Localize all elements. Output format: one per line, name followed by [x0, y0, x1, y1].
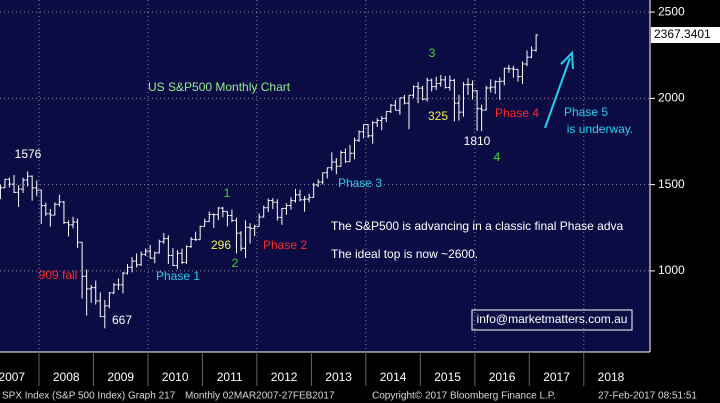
- annotation: is underway.: [567, 122, 633, 136]
- x-tick-label: 2010: [162, 370, 189, 384]
- status-bar: [0, 388, 720, 403]
- y-tick-label: 1000: [658, 263, 685, 277]
- x-tick-label: 2007: [0, 370, 25, 384]
- annotation: 667: [112, 313, 132, 327]
- annotation: Phase 3: [338, 176, 382, 190]
- website: info@marketmatters.com.au: [477, 312, 628, 326]
- plot-area: [0, 0, 650, 352]
- x-tick-label: 2011: [217, 370, 243, 384]
- x-tick-label: 2017: [543, 370, 570, 384]
- arrow: [544, 57, 571, 129]
- status-text: Copyright© 2017 Bloomberg Finance L.P.: [372, 391, 556, 402]
- annotation: Phase 4: [495, 106, 539, 120]
- annotation: 325: [428, 109, 448, 123]
- last-price-box: [651, 27, 720, 44]
- annotation: 2: [232, 256, 239, 270]
- annotation: 1576: [15, 147, 42, 161]
- status-text: 27-Feb-2017 08:51:51: [598, 391, 697, 402]
- annotation: The ideal top is now ~2600.: [331, 247, 478, 261]
- annotation: Phase 2: [263, 238, 307, 252]
- x-tick-label: 2008: [53, 370, 80, 384]
- last-price-label: 2367.3401: [654, 27, 711, 41]
- chart-title: US S&P500 Monthly Chart: [148, 80, 291, 94]
- website-box: [471, 309, 633, 331]
- arrow-head: [560, 50, 574, 70]
- x-tick-label: 2018: [598, 370, 625, 384]
- x-tick-label: 2009: [107, 370, 134, 384]
- y-tick-label: 1500: [658, 177, 685, 191]
- annotation: 909 fall: [39, 268, 78, 282]
- status-text: SPX Index (S&P 500 Index) Graph 217: [2, 391, 176, 402]
- x-tick-label: 2014: [380, 370, 407, 384]
- annotation: 3: [429, 46, 436, 60]
- x-tick-label: 2013: [325, 370, 352, 384]
- x-tick-label: 2012: [271, 370, 298, 384]
- annotation: The S&P500 is advancing in a classic fin…: [331, 219, 623, 233]
- y-tick-label: 2500: [658, 4, 685, 18]
- x-tick-label: 2016: [489, 370, 516, 384]
- annotation: 4: [494, 150, 501, 164]
- x-tick-label: 2015: [434, 370, 461, 384]
- annotation: Phase 1: [156, 269, 200, 283]
- annotation: Phase 5: [564, 105, 608, 119]
- y-tick-label: 2000: [658, 91, 685, 105]
- annotation: 1: [224, 186, 231, 200]
- annotation: 1810: [464, 134, 491, 148]
- annotation: 296: [211, 238, 231, 252]
- status-text: Monthly 02MAR2007-27FEB2017: [185, 391, 335, 402]
